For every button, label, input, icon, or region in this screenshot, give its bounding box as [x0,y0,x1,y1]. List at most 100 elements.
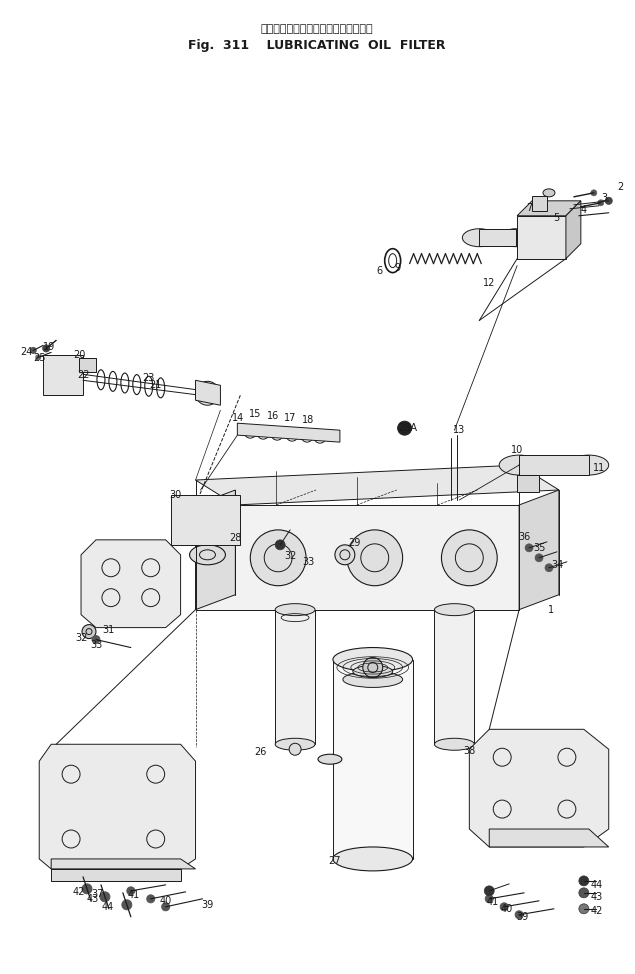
Text: 44: 44 [591,880,603,890]
Circle shape [162,903,170,911]
Circle shape [363,657,383,678]
Circle shape [579,876,589,886]
Text: 17: 17 [284,413,297,423]
Circle shape [591,190,597,196]
Text: 16: 16 [267,411,279,421]
Circle shape [82,883,92,894]
Text: 7: 7 [526,203,532,212]
Text: 25: 25 [33,354,46,363]
Text: 31: 31 [103,624,115,635]
Circle shape [500,903,508,911]
Text: 1: 1 [548,605,554,615]
Ellipse shape [543,189,555,197]
Text: 32: 32 [284,551,297,561]
Circle shape [36,355,41,359]
Text: 18: 18 [302,415,314,426]
Text: 26: 26 [254,747,267,757]
Circle shape [545,564,553,572]
Text: 21: 21 [149,380,162,391]
Circle shape [289,743,301,755]
Circle shape [92,636,100,644]
Circle shape [525,543,533,552]
Text: 28: 28 [229,533,241,543]
Circle shape [30,348,36,354]
Polygon shape [196,505,519,610]
Circle shape [127,887,135,895]
Polygon shape [333,659,413,859]
Text: 2: 2 [618,182,624,192]
Circle shape [43,345,50,352]
Text: 6: 6 [377,266,383,276]
Text: 44: 44 [102,902,114,912]
Ellipse shape [499,455,539,475]
Text: Fig.  311    LUBRICATING  OIL  FILTER: Fig. 311 LUBRICATING OIL FILTER [188,39,446,52]
Text: 32: 32 [75,632,87,643]
Polygon shape [519,490,559,610]
Polygon shape [566,201,581,259]
Circle shape [147,895,155,903]
Ellipse shape [333,648,413,671]
Circle shape [347,530,403,585]
Text: 11: 11 [592,463,605,473]
Text: ルーブリケーティングオイルフィルタ: ルーブリケーティングオイルフィルタ [261,24,373,34]
Polygon shape [81,540,180,627]
Polygon shape [489,829,609,847]
Text: 39: 39 [516,912,528,921]
Text: 43: 43 [87,894,99,904]
Ellipse shape [434,604,474,616]
Text: 24: 24 [20,348,32,357]
Text: 13: 13 [453,426,465,435]
Circle shape [520,219,528,227]
Text: 33: 33 [302,557,314,567]
Circle shape [485,895,493,903]
Text: 14: 14 [232,413,244,423]
Text: 34: 34 [551,560,563,570]
Ellipse shape [196,381,220,405]
Circle shape [579,904,589,914]
Text: 36: 36 [518,532,530,542]
Polygon shape [237,423,340,442]
Text: 3: 3 [602,193,608,203]
Text: 27: 27 [329,856,341,866]
Circle shape [579,888,589,898]
Text: 15: 15 [249,409,262,419]
Circle shape [250,530,306,585]
Circle shape [485,886,494,896]
Ellipse shape [333,847,413,871]
Circle shape [398,421,411,435]
Text: 40: 40 [501,904,513,914]
Circle shape [335,544,355,565]
Polygon shape [275,610,315,744]
Ellipse shape [318,754,342,765]
Circle shape [515,911,523,918]
Polygon shape [171,495,240,544]
Text: 29: 29 [349,538,361,547]
Polygon shape [51,859,196,869]
Circle shape [535,554,543,562]
Text: 28A: 28A [398,423,417,433]
Polygon shape [51,869,180,880]
Ellipse shape [275,738,315,750]
Text: 35: 35 [533,543,545,553]
Polygon shape [517,475,539,492]
Text: 23: 23 [142,373,155,384]
Polygon shape [479,229,516,245]
Polygon shape [39,744,196,869]
Ellipse shape [434,738,474,750]
Polygon shape [517,216,566,259]
Text: 4: 4 [581,205,587,215]
Circle shape [275,540,285,549]
Polygon shape [469,730,609,847]
Circle shape [568,206,572,211]
Text: 33: 33 [90,640,102,650]
Ellipse shape [190,544,225,565]
Text: 42: 42 [591,906,603,916]
Circle shape [605,198,612,205]
Polygon shape [196,465,559,505]
Polygon shape [434,610,474,744]
Circle shape [555,219,563,227]
Ellipse shape [499,229,533,246]
Ellipse shape [275,604,315,616]
Circle shape [122,900,132,910]
Text: 38: 38 [463,746,476,756]
